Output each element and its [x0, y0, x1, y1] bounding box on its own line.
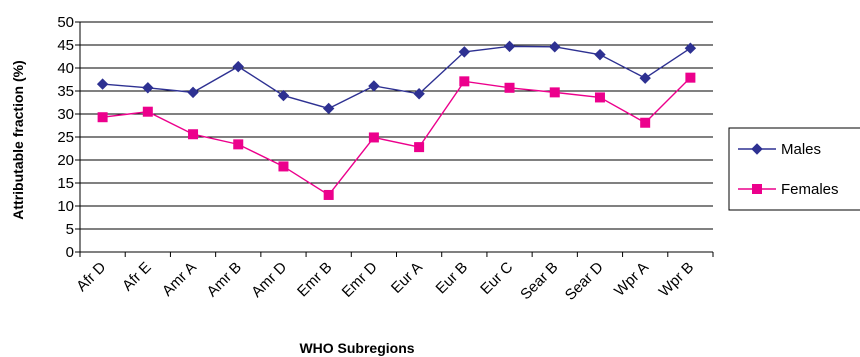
data-point-diamond	[639, 72, 651, 84]
data-point-square	[549, 87, 560, 98]
x-tick-label: Sear D	[562, 259, 607, 304]
data-point-square	[594, 92, 605, 103]
y-tick-label: 40	[57, 60, 74, 77]
data-point-square	[459, 76, 470, 87]
data-point-diamond	[277, 89, 290, 102]
series-females	[97, 72, 696, 200]
data-point-diamond	[322, 102, 335, 115]
data-point-diamond	[594, 48, 606, 61]
y-tick-label: 35	[57, 83, 74, 100]
x-tick-label: Amr B	[204, 259, 245, 300]
data-point-square	[414, 142, 425, 153]
y-tick-label: 45	[57, 37, 74, 54]
x-tick-labels: Afr D Afr E Amr A Amr B Amr D Emr B Emr D Eur A…	[73, 259, 697, 304]
legend-box	[728, 127, 860, 211]
data-point-diamond	[503, 40, 516, 53]
data-point-diamond	[96, 78, 109, 90]
series-males	[96, 40, 697, 115]
data-point-diamond	[458, 46, 471, 58]
data-point-diamond	[368, 80, 380, 92]
series-group	[96, 40, 697, 200]
data-point-diamond	[232, 60, 244, 73]
data-point-square	[188, 129, 199, 140]
data-point-diamond	[187, 86, 199, 99]
data-point-square	[97, 112, 108, 123]
y-tick-label: 10	[57, 198, 74, 215]
x-tick-label: Eur B	[433, 259, 472, 298]
x-tick-label: Emr B	[294, 259, 335, 300]
x-tick-label: Eur C	[477, 259, 516, 298]
gridlines	[75, 21, 713, 253]
data-point-square	[504, 82, 515, 93]
data-point-square	[142, 106, 153, 117]
x-tick-label: Wpr B	[656, 259, 697, 300]
y-tick-label: 0	[66, 244, 74, 261]
data-point-square	[278, 161, 289, 172]
data-point-diamond	[549, 41, 561, 53]
x-tick-label: Afr D	[73, 259, 109, 295]
y-tick-label: 15	[57, 175, 74, 192]
series-line	[102, 77, 691, 196]
legend-marker-diamond	[751, 143, 763, 155]
series-line	[102, 45, 691, 110]
x-tick-label: Amr D	[248, 259, 290, 301]
x-tick-label: Afr E	[119, 259, 155, 295]
data-point-diamond	[684, 42, 697, 54]
data-point-diamond	[142, 82, 154, 94]
y-tick-label: 50	[57, 14, 74, 31]
data-point-square	[233, 139, 244, 150]
x-tick-label: Wpr A	[611, 259, 652, 300]
x-tick-label: Emr D	[339, 259, 381, 301]
y-tick-label: 20	[57, 152, 74, 169]
data-point-square	[368, 132, 379, 143]
x-axis-title: WHO Subregions	[299, 340, 414, 356]
axes	[79, 22, 714, 257]
data-point-square	[323, 189, 334, 200]
x-tick-label: Amr A	[159, 259, 200, 300]
data-point-square	[640, 117, 651, 128]
legend-marker-square	[752, 184, 762, 194]
x-tick-label: Sear B	[517, 259, 561, 303]
legend-label: Females	[781, 181, 839, 198]
y-axis-title: Attributable fraction (%)	[10, 60, 26, 219]
y-tick-label: 30	[57, 106, 74, 123]
legend: Males Females	[728, 127, 860, 211]
x-tick-label: Eur A	[388, 259, 426, 297]
y-tick-label: 25	[57, 129, 74, 146]
data-point-square	[685, 72, 696, 83]
legend-label: Males	[781, 141, 821, 158]
y-tick-label: 5	[66, 221, 74, 238]
y-tick-labels: 0 5 10 15 20 25 30 35 40 45 50	[57, 14, 74, 261]
data-point-diamond	[413, 88, 425, 100]
